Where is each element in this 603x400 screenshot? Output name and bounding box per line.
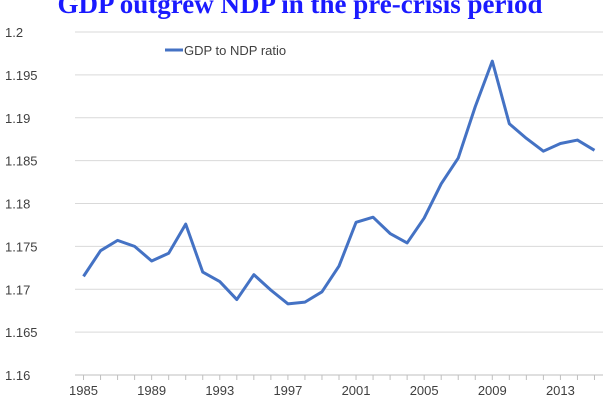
x-tick-label: 2009 <box>478 383 507 398</box>
y-tick-label: 1.2 <box>5 25 23 40</box>
y-tick-label: 1.195 <box>5 68 38 83</box>
y-tick-label: 1.175 <box>5 239 38 254</box>
y-tick-label: 1.16 <box>5 368 30 383</box>
x-tick-label: 1993 <box>205 383 234 398</box>
legend-label: GDP to NDP ratio <box>184 43 286 58</box>
x-tick-label: 1997 <box>273 383 302 398</box>
y-tick-label: 1.18 <box>5 197 30 212</box>
x-tick-label: 2013 <box>546 383 575 398</box>
x-tick-label: 1989 <box>137 383 166 398</box>
y-tick-label: 1.19 <box>5 111 30 126</box>
x-tick-label: 2005 <box>410 383 439 398</box>
x-tick-label: 1985 <box>69 383 98 398</box>
y-tick-label: 1.185 <box>5 154 38 169</box>
y-tick-label: 1.165 <box>5 325 38 340</box>
x-tick-label: 2001 <box>342 383 371 398</box>
data-line <box>82 59 596 306</box>
chart-title: GDP outgrew NDP in the pre-crisis period <box>58 0 543 19</box>
y-tick-label: 1.17 <box>5 282 30 297</box>
